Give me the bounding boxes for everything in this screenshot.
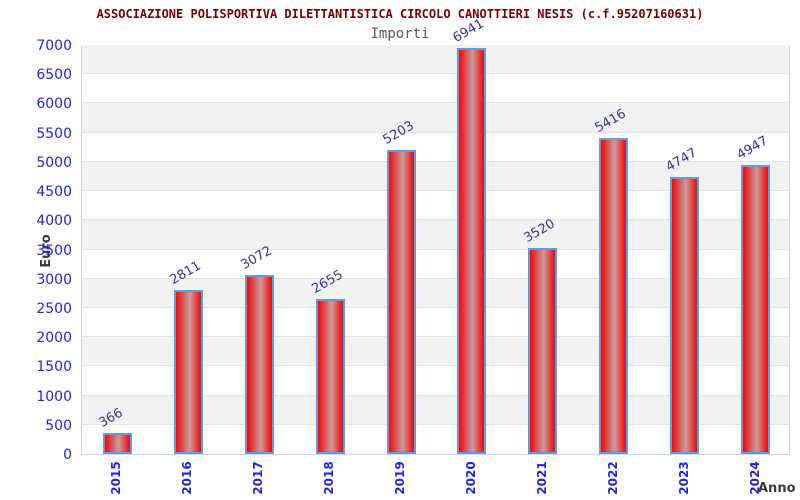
x-tick-label: 2021 [534, 461, 549, 495]
gridline [82, 190, 789, 192]
y-tick-label: 5500 [36, 125, 72, 142]
gridline [82, 102, 789, 104]
y-tick-label: 1500 [36, 359, 72, 376]
bar-2021 [528, 248, 558, 454]
gridline [82, 306, 789, 308]
y-tick-label: 500 [45, 417, 72, 434]
x-tick-label: 2015 [109, 461, 124, 495]
gridline [82, 336, 789, 338]
gridline [82, 423, 789, 425]
bar-2015 [102, 432, 132, 454]
y-tick-label: 6500 [36, 67, 72, 84]
x-tick-label: 2020 [463, 461, 478, 495]
y-tick-label: 4000 [36, 213, 72, 230]
grid-band [82, 45, 789, 75]
grid-band [82, 74, 789, 104]
y-tick-label: 3500 [36, 242, 72, 259]
gridline [82, 277, 789, 279]
y-tick-label: 4500 [36, 184, 72, 201]
gridline [82, 248, 789, 250]
y-tick-label: 0 [63, 447, 72, 463]
gridline [82, 365, 789, 367]
grid-band [82, 132, 789, 162]
gridline [82, 394, 789, 396]
x-tick-label: 2018 [322, 461, 337, 495]
chart-title: ASSOCIAZIONE POLISPORTIVA DILETTANTISTIC… [96, 7, 704, 21]
y-tick-label: 1000 [36, 388, 72, 405]
y-tick-label: 7000 [36, 38, 72, 54]
x-tick-label: 2022 [605, 461, 620, 495]
gridline [82, 73, 789, 75]
bar-2019 [386, 150, 416, 454]
y-tick-label: 6000 [36, 96, 72, 113]
bar-value-label: 6941 [450, 16, 488, 47]
x-tick-label: 2019 [393, 461, 408, 495]
y-tick-label: 3000 [36, 271, 72, 288]
y-tick-label: 2500 [36, 300, 72, 317]
gridline [82, 131, 789, 133]
bar-2022 [599, 137, 629, 454]
bar-2024 [741, 164, 771, 454]
chart-subtitle: Importi [370, 26, 430, 42]
bar-2018 [315, 298, 345, 454]
x-tick-label: 2023 [676, 461, 691, 495]
x-axis-title: Anno [758, 481, 796, 496]
plot-area [81, 45, 790, 455]
y-tick-label: 2000 [36, 330, 72, 347]
bar-2017 [244, 274, 274, 454]
bar-2023 [670, 176, 700, 454]
bar-2020 [457, 48, 487, 454]
gridline [82, 219, 789, 221]
bar-2016 [173, 289, 203, 454]
x-tick-label: 2016 [180, 461, 195, 495]
gridline [82, 160, 789, 162]
grid-band [82, 103, 789, 133]
y-tick-label: 5000 [36, 154, 72, 171]
x-tick-label: 2017 [251, 461, 266, 495]
